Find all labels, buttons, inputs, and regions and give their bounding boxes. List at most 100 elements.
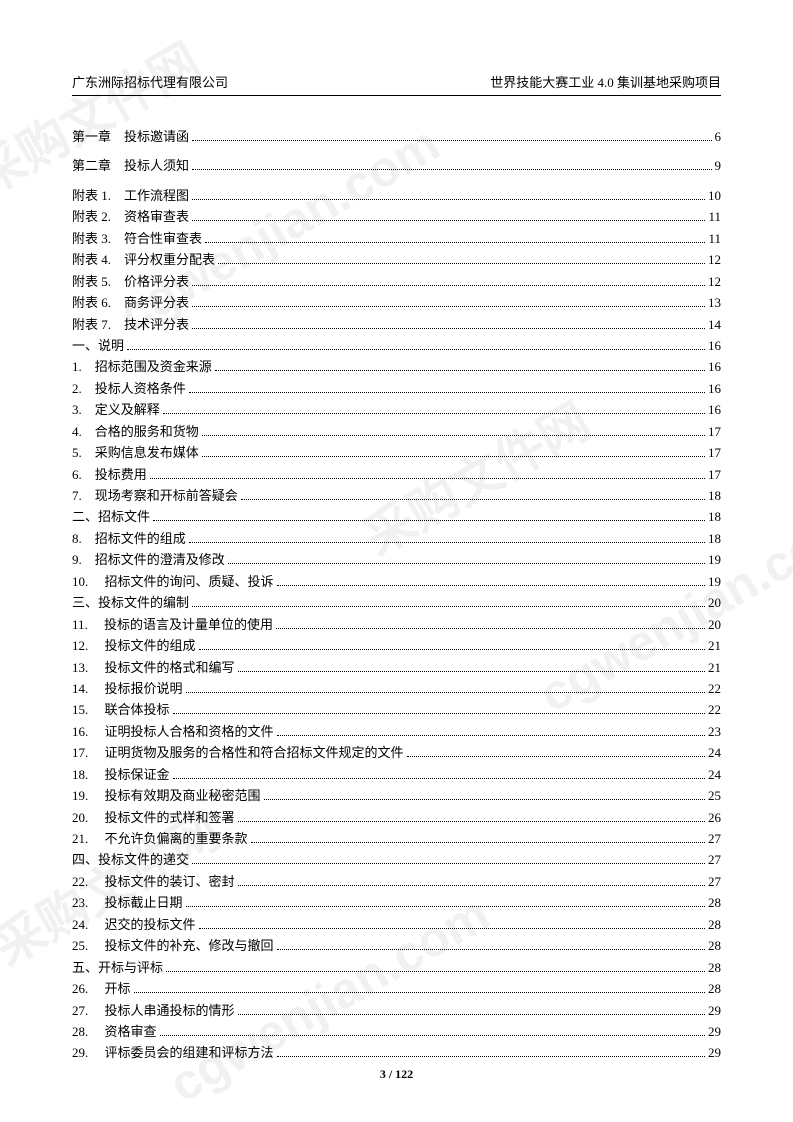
toc-label: 1. 招标范围及资金来源 [72, 356, 212, 377]
toc-dots [202, 456, 705, 457]
toc-entry: 25. 投标文件的补充、修改与撤回 28 [72, 935, 721, 956]
toc-entry: 二、招标文件 18 [72, 506, 721, 527]
toc-entry: 附表 6. 商务评分表13 [72, 292, 721, 313]
toc-page: 20 [708, 614, 721, 635]
toc-page: 25 [708, 785, 721, 806]
toc-entry: 12. 投标文件的组成21 [72, 635, 721, 656]
toc-dots [251, 842, 705, 843]
toc-entry: 28. 资格审查29 [72, 1021, 721, 1042]
toc-page: 24 [708, 764, 721, 785]
toc-entry: 26. 开标28 [72, 978, 721, 999]
toc-dots [277, 1056, 705, 1057]
toc-label: 16. 证明投标人合格和资格的文件 [72, 721, 274, 742]
toc-dots [192, 169, 711, 170]
toc-page: 9 [715, 155, 722, 176]
toc-label: 17. 证明货物及服务的合格性和符合招标文件规定的文件 [72, 742, 404, 763]
toc-page: 28 [708, 892, 721, 913]
toc-label: 二、招标文件 [72, 506, 150, 527]
toc-dots [218, 263, 705, 264]
toc-entry: 附表 1. 工作流程图10 [72, 185, 721, 206]
toc-label: 附表 6. 商务评分表 [72, 292, 189, 313]
toc-label: 8. 招标文件的组成 [72, 528, 186, 549]
toc-label: 22. 投标文件的装订、密封 [72, 871, 235, 892]
toc-entry: 10. 招标文件的询问、质疑、投诉19 [72, 571, 721, 592]
toc-page: 28 [708, 914, 721, 935]
toc-dots [192, 140, 711, 141]
toc-entry: 第二章 投标人须知9 [72, 155, 721, 176]
toc-dots [276, 628, 705, 629]
toc-label: 25. 投标文件的补充、修改与撤回 [72, 935, 274, 956]
toc-entry: 20. 投标文件的式样和签署26 [72, 807, 721, 828]
toc-entry: 8. 招标文件的组成 18 [72, 528, 721, 549]
toc-page: 18 [708, 506, 721, 527]
toc-entry: 3. 定义及解释16 [72, 399, 721, 420]
toc-entry: 三、投标文件的编制 20 [72, 592, 721, 613]
toc-dots [192, 863, 705, 864]
toc-entry: 14. 投标报价说明 22 [72, 678, 721, 699]
toc-label: 附表 4. 评分权重分配表 [72, 249, 215, 270]
toc-page: 28 [708, 978, 721, 999]
toc-dots [238, 885, 705, 886]
toc-page: 29 [708, 1021, 721, 1042]
toc-page: 16 [708, 356, 721, 377]
toc-entry: 附表 3. 符合性审查表11 [72, 228, 721, 249]
toc-dots [186, 906, 705, 907]
toc-dots [205, 242, 705, 243]
page-header: 广东洲际招标代理有限公司 世界技能大赛工业 4.0 集训基地采购项目 [72, 72, 721, 96]
page-footer: 3 / 122 [0, 1067, 793, 1082]
toc-label: 7. 现场考察和开标前答疑会 [72, 485, 238, 506]
toc-entry: 五、开标与评标 28 [72, 957, 721, 978]
toc-dots [186, 692, 705, 693]
toc-page: 28 [708, 957, 721, 978]
toc-entry: 4. 合格的服务和货物17 [72, 421, 721, 442]
toc-page: 21 [708, 657, 721, 678]
toc-page: 19 [708, 549, 721, 570]
toc-entry: 22. 投标文件的装订、密封27 [72, 871, 721, 892]
toc-label: 27. 投标人串通投标的情形 [72, 1000, 235, 1021]
toc-page: 19 [708, 571, 721, 592]
toc-label: 15. 联合体投标 [72, 699, 170, 720]
toc-label: 20. 投标文件的式样和签署 [72, 807, 235, 828]
toc-page: 14 [708, 314, 721, 335]
header-right: 世界技能大赛工业 4.0 集训基地采购项目 [490, 72, 721, 91]
toc-page: 22 [708, 678, 721, 699]
toc-dots [173, 778, 705, 779]
toc-label: 9. 招标文件的澄清及修改 [72, 549, 225, 570]
toc-entry: 附表 4. 评分权重分配表12 [72, 249, 721, 270]
toc-page: 28 [708, 935, 721, 956]
toc-dots [134, 992, 705, 993]
toc-page: 18 [708, 528, 721, 549]
toc-entry: 24. 迟交的投标文件28 [72, 914, 721, 935]
toc-label: 五、开标与评标 [72, 957, 163, 978]
toc-page: 16 [708, 335, 721, 356]
toc-dots [228, 563, 705, 564]
toc-page: 17 [708, 421, 721, 442]
toc-label: 23. 投标截止日期 [72, 892, 183, 913]
toc-entry: 7. 现场考察和开标前答疑会18 [72, 485, 721, 506]
toc-label: 三、投标文件的编制 [72, 592, 189, 613]
toc-label: 附表 7. 技术评分表 [72, 314, 189, 335]
toc-dots [189, 542, 705, 543]
toc-dots [277, 585, 705, 586]
table-of-contents: 第一章 投标邀请函6第二章 投标人须知9附表 1. 工作流程图10附表 2. 资… [72, 126, 721, 1064]
toc-dots [238, 671, 705, 672]
toc-entry: 5. 采购信息发布媒体17 [72, 442, 721, 463]
toc-dots [192, 285, 705, 286]
toc-label: 29. 评标委员会的组建和评标方法 [72, 1042, 274, 1063]
toc-dots [277, 735, 705, 736]
toc-entry: 9. 招标文件的澄清及修改 19 [72, 549, 721, 570]
toc-entry: 11. 投标的语言及计量单位的使用20 [72, 614, 721, 635]
toc-label: 19. 投标有效期及商业秘密范围 [72, 785, 261, 806]
toc-page: 20 [708, 592, 721, 613]
toc-label: 13. 投标文件的格式和编写 [72, 657, 235, 678]
toc-page: 11 [708, 228, 721, 249]
toc-entry: 19. 投标有效期及商业秘密范围 25 [72, 785, 721, 806]
toc-page: 6 [715, 126, 722, 147]
toc-label: 3. 定义及解释 [72, 399, 160, 420]
toc-label: 14. 投标报价说明 [72, 678, 183, 699]
toc-dots [199, 928, 705, 929]
toc-dots [160, 1035, 705, 1036]
toc-page: 11 [708, 206, 721, 227]
toc-entry: 13. 投标文件的格式和编写 21 [72, 657, 721, 678]
toc-entry: 6. 投标费用17 [72, 464, 721, 485]
